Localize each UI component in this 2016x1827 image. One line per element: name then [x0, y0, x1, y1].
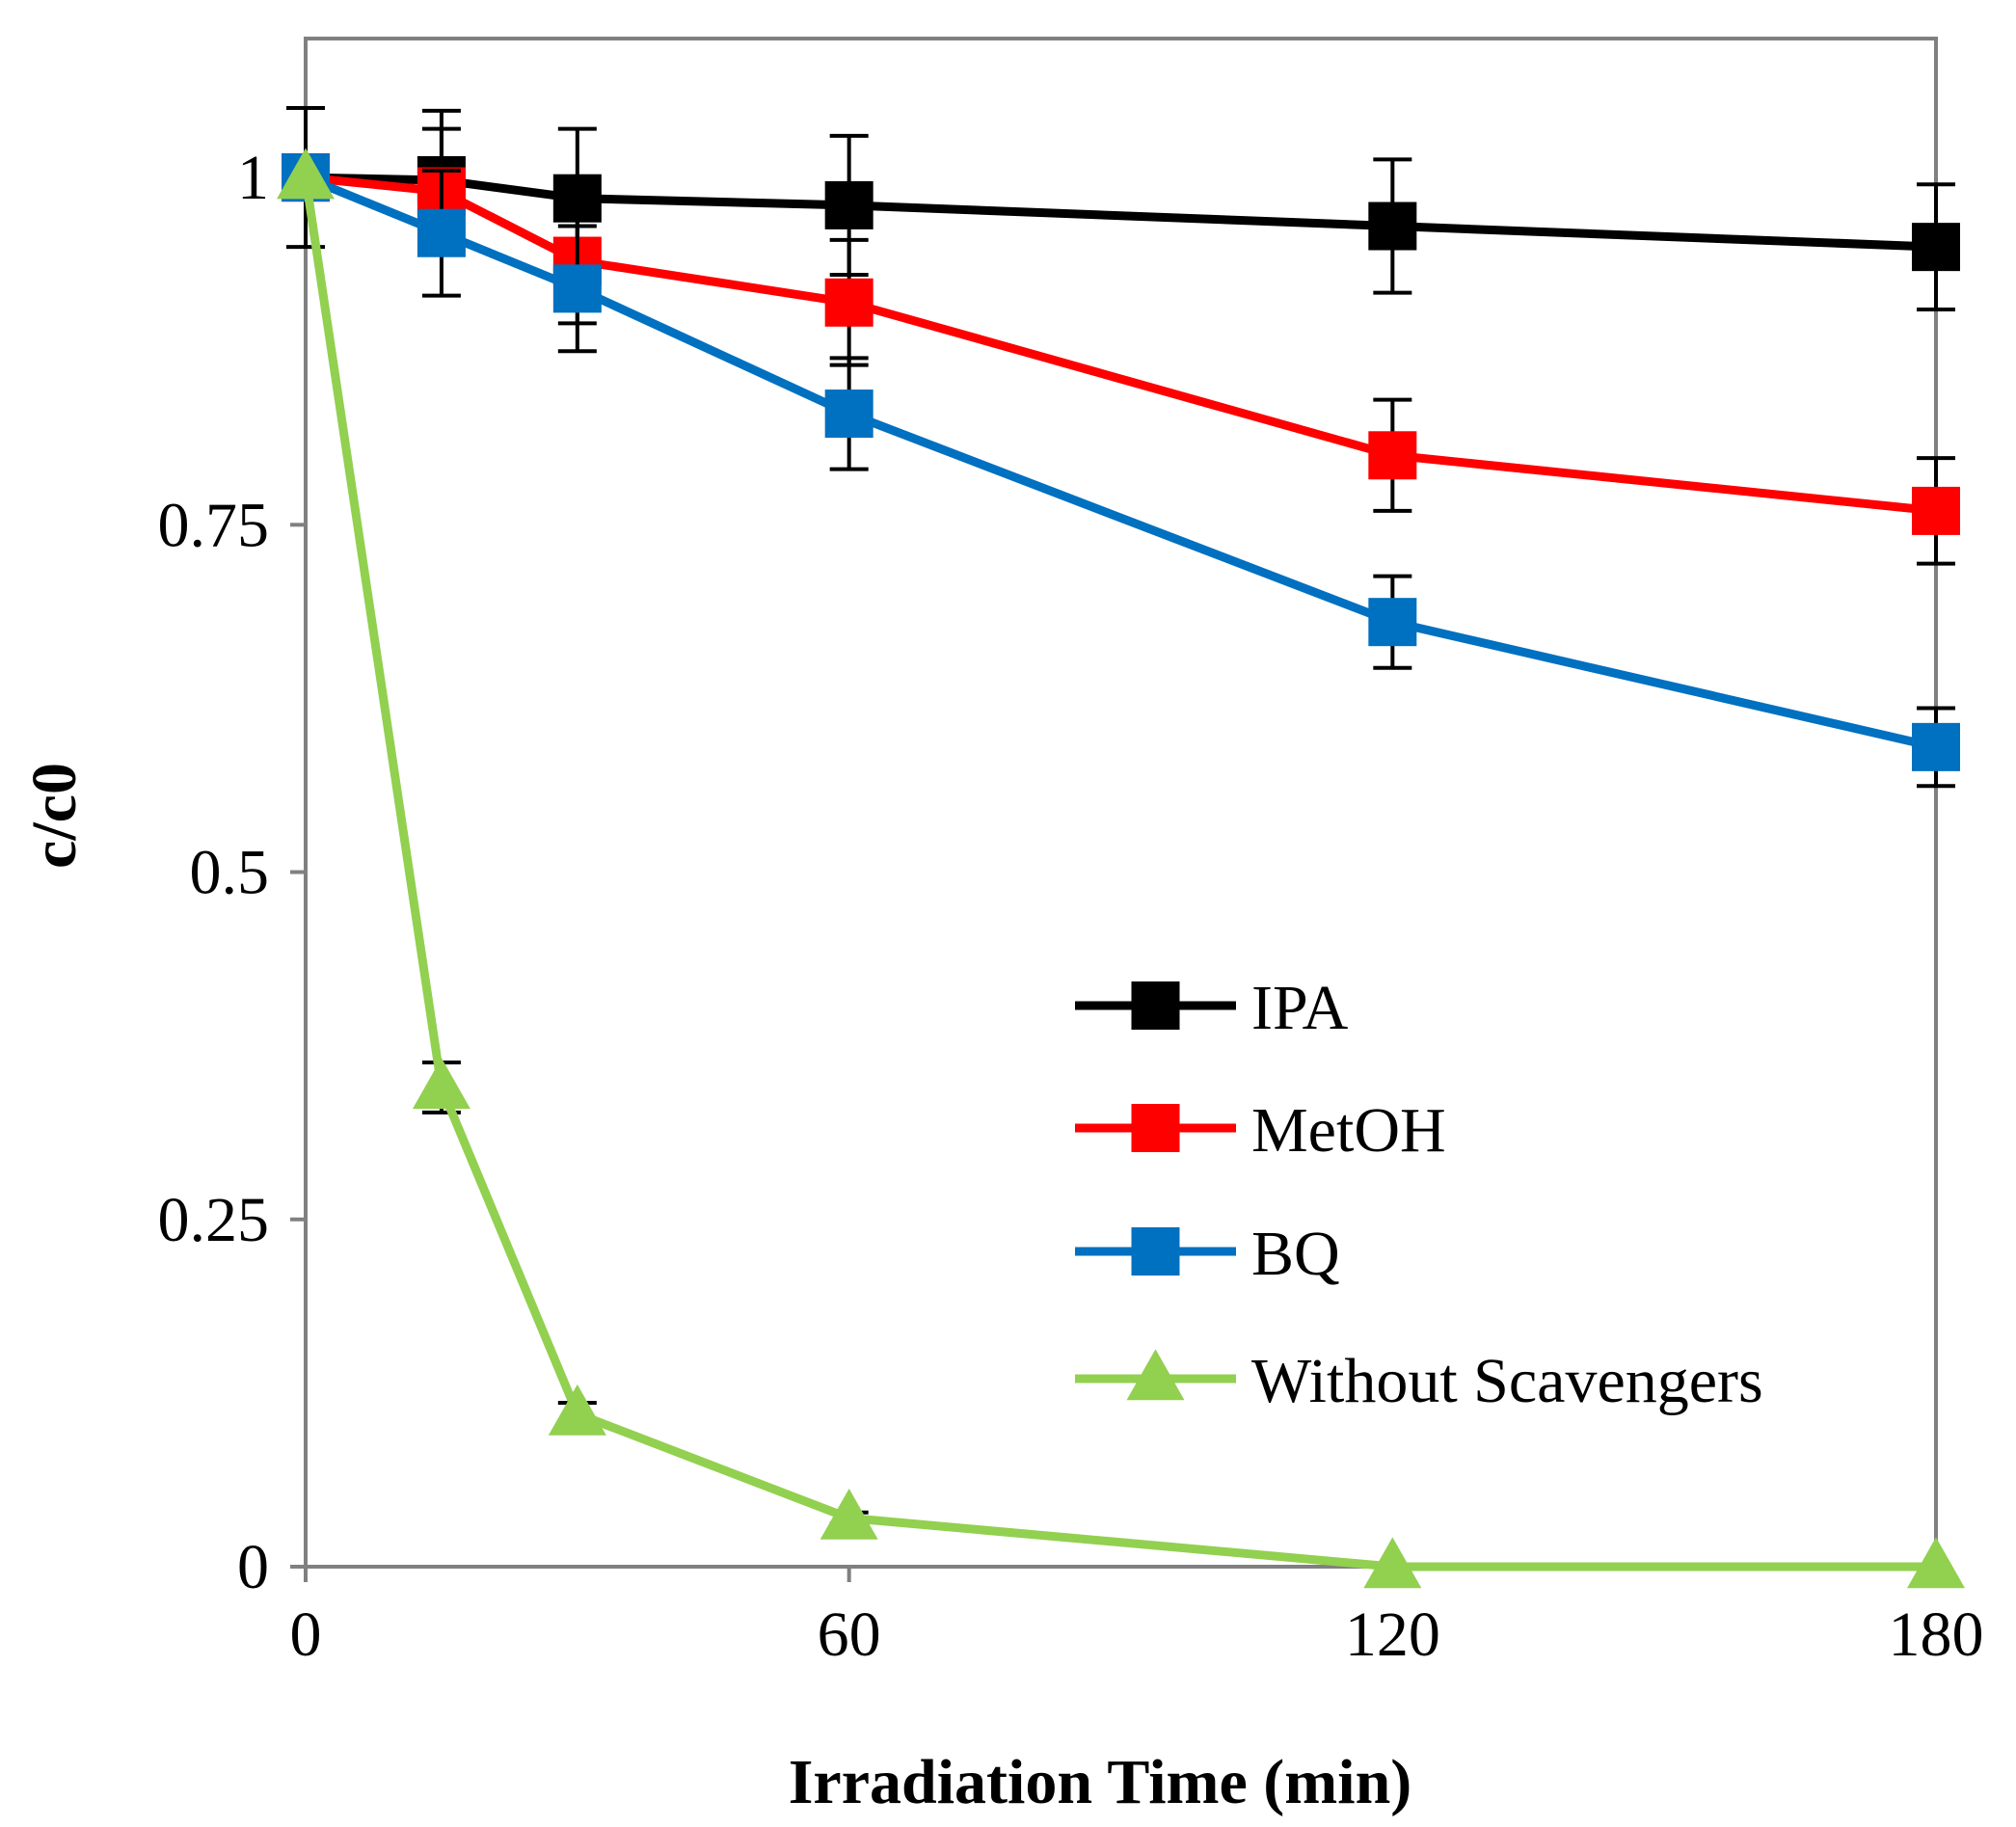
y-axis-title: c/c0	[19, 763, 90, 869]
data-point-metoh	[824, 278, 874, 327]
x-tick-label: 60	[818, 1599, 881, 1670]
y-tick-label: 0	[237, 1532, 269, 1602]
legend: IPA MetOH BQ Without Scavengers	[1075, 973, 1763, 1416]
legend-label-bq: BQ	[1251, 1219, 1340, 1289]
data-point-bq	[552, 264, 602, 313]
legend-item-bq: BQ	[1075, 1219, 1340, 1289]
data-point-ipa	[1912, 223, 1960, 272]
data-point-bq	[1912, 722, 1960, 771]
legend-item-without-scavengers: Without Scavengers	[1075, 1346, 1763, 1416]
legend-item-metoh: MetOH	[1075, 1095, 1446, 1166]
data-point-without-scavengers	[548, 1384, 606, 1436]
data-point-without-scavengers	[412, 1058, 470, 1110]
plot-area: 0 0.25 0.5 0.75 1 0 60 120 180	[158, 37, 1984, 1670]
y-tick-label: 0.75	[158, 490, 270, 560]
plot-frame	[304, 37, 1938, 1569]
x-tick-label: 180	[1889, 1599, 1984, 1670]
data-point-bq	[1368, 598, 1417, 647]
data-point-without-scavengers	[1363, 1537, 1422, 1589]
data-point-bq	[417, 208, 466, 257]
y-tick-label: 0.25	[158, 1185, 270, 1255]
legend-marker	[1131, 1227, 1180, 1276]
x-axis-title: Irradiation Time (min)	[789, 1747, 1412, 1817]
data-point-metoh	[1368, 431, 1417, 480]
legend-marker	[1131, 981, 1180, 1030]
legend-marker	[1126, 1349, 1185, 1401]
series-without-scavengers	[277, 148, 1965, 1589]
legend-label-without-scavengers: Without Scavengers	[1251, 1346, 1763, 1416]
legend-label-ipa: IPA	[1251, 973, 1349, 1043]
legend-item-ipa: IPA	[1075, 973, 1349, 1043]
data-point-ipa	[824, 180, 874, 229]
data-point-metoh	[1912, 486, 1960, 535]
data-point-bq	[824, 390, 874, 439]
y-tick-label: 1	[237, 143, 269, 213]
series-line-without-scavengers	[301, 176, 1936, 1572]
legend-label-metoh: MetOH	[1251, 1095, 1446, 1166]
data-point-ipa	[1368, 202, 1417, 251]
series-bq	[282, 153, 1960, 789]
legend-marker	[1131, 1104, 1180, 1152]
x-tick-label: 120	[1345, 1599, 1440, 1670]
x-tick-label: 0	[290, 1599, 322, 1670]
y-tick-label: 0.5	[190, 838, 270, 908]
data-point-without-scavengers	[1907, 1537, 1965, 1589]
data-point-without-scavengers	[277, 148, 335, 200]
data-point-without-scavengers	[820, 1488, 878, 1540]
